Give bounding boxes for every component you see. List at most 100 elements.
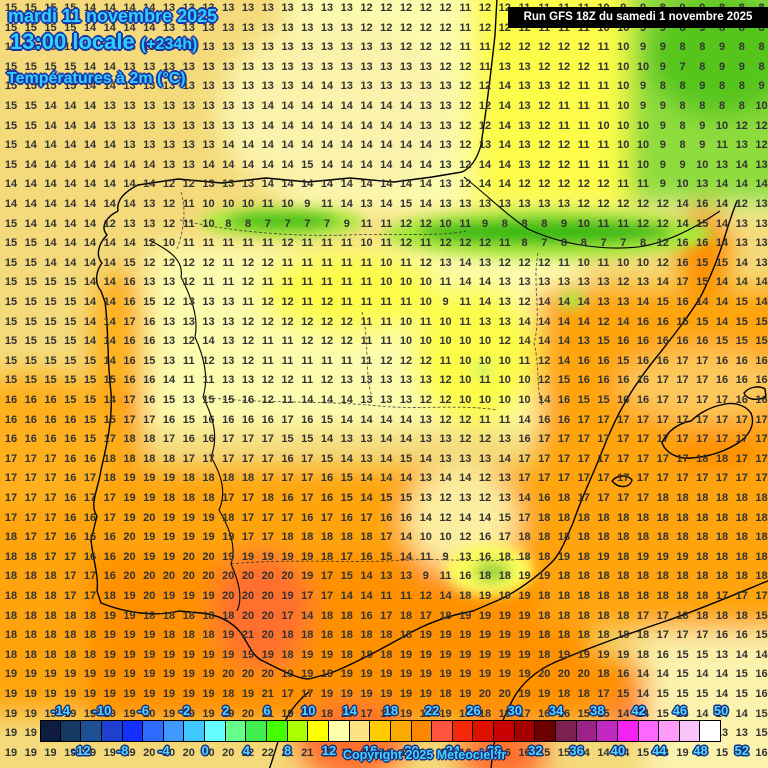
temp-value: 10 — [755, 100, 768, 112]
temp-value: 12 — [557, 178, 571, 191]
temp-value: 13 — [439, 198, 452, 210]
temp-value: 11 — [340, 256, 353, 269]
temp-value: 15 — [24, 276, 37, 289]
temp-value: 11 — [459, 296, 472, 308]
temp-value: 7 — [600, 237, 607, 250]
legend-color-box — [100, 720, 123, 742]
temp-value: 13 — [320, 2, 334, 14]
temp-value: 14 — [360, 139, 373, 152]
coastlines — [90, 0, 768, 768]
temp-value: 14 — [83, 276, 97, 289]
temp-value: 12 — [162, 256, 176, 269]
temp-value: 13 — [222, 80, 235, 93]
temp-value: 13 — [498, 60, 511, 73]
temp-value: 11 — [617, 158, 630, 171]
legend-color-box — [493, 720, 515, 742]
temp-value: 12 — [577, 60, 590, 73]
temp-value: 11 — [321, 276, 333, 289]
temp-value: 15 — [4, 217, 18, 230]
temp-value: 13 — [162, 60, 176, 73]
forecast-hour: 13:00 locale — [10, 29, 135, 54]
temp-value: 13 — [419, 100, 432, 112]
temp-value: 14 — [143, 2, 156, 14]
temp-value: 9 — [304, 198, 311, 210]
temp-value: 12 — [360, 21, 373, 34]
temp-value: 10 — [419, 276, 432, 289]
temp-value: 16 — [696, 237, 709, 250]
temp-value: 15 — [24, 60, 37, 73]
temp-value: 12 — [162, 198, 176, 210]
temp-value: 14 — [577, 296, 590, 308]
parameter-label: Températures à 2m (°C) — [7, 70, 186, 87]
temp-value: 14 — [83, 2, 97, 14]
temp-value: 11 — [321, 198, 333, 210]
temp-value: 15 — [4, 41, 18, 54]
temp-value: 11 — [597, 256, 610, 269]
temp-value: 12 — [261, 296, 274, 308]
temp-value: 11 — [597, 80, 610, 93]
temp-value: 9 — [699, 139, 706, 152]
temp-value: 12 — [478, 119, 492, 132]
temp-value: 13 — [162, 158, 176, 171]
temp-value: 12 — [459, 60, 472, 73]
legend-tick-label: 38 — [590, 703, 605, 718]
temp-value: 13 — [162, 21, 176, 34]
temp-value: 13 — [123, 217, 136, 230]
temp-value: 12 — [498, 41, 511, 54]
temp-value: 11 — [459, 217, 472, 230]
temp-value: 11 — [380, 296, 393, 308]
temp-value: 13 — [439, 80, 452, 93]
temp-value: 12 — [439, 2, 452, 14]
temp-value: 12 — [439, 21, 452, 34]
temp-value: 15 — [143, 296, 156, 308]
temp-value: 14 — [478, 158, 492, 171]
temp-value: 14 — [301, 139, 314, 152]
legend-color-box — [575, 720, 598, 742]
temp-value: 10 — [617, 41, 630, 54]
temp-value: 14 — [715, 198, 729, 210]
temp-value: 13 — [696, 178, 709, 191]
temp-value: 10 — [636, 158, 650, 171]
legend-color-box — [162, 720, 185, 742]
temp-value: 15 — [24, 237, 37, 250]
temp-value: 10 — [162, 237, 176, 250]
temp-value: 14 — [83, 296, 97, 308]
legend-tick-label: 42 — [631, 703, 646, 718]
temp-value: 13 — [222, 41, 235, 54]
temp-value: 14 — [715, 178, 729, 191]
temp-value: 13 — [162, 41, 176, 54]
temp-value: 13 — [143, 217, 156, 230]
temp-value: 13 — [715, 158, 729, 171]
temp-value: 12 — [518, 178, 531, 191]
temp-value: 14 — [64, 256, 77, 269]
temp-value: 13 — [518, 139, 531, 152]
temp-value: 12 — [478, 21, 492, 34]
temp-value: 13 — [182, 2, 195, 14]
temp-value: 14 — [399, 178, 413, 191]
temp-value: 11 — [419, 237, 432, 250]
legend-color-box — [40, 720, 61, 742]
temp-value: 13 — [222, 2, 235, 14]
temp-value: 11 — [222, 276, 235, 289]
temp-value: 16 — [676, 256, 689, 269]
temp-value: 13 — [162, 276, 176, 289]
temp-value: 10 — [281, 198, 294, 210]
temp-value: 15 — [44, 21, 57, 34]
temp-value: 10 — [597, 119, 610, 132]
temp-value: 13 — [735, 237, 748, 250]
temp-value: 14 — [498, 119, 511, 132]
temp-value: 13 — [182, 80, 195, 93]
temp-value: 15 — [24, 296, 37, 308]
temp-value: 12 — [419, 217, 432, 230]
country-borders — [148, 176, 721, 612]
temp-value: 15 — [696, 256, 709, 269]
legend-tick-label: 34 — [548, 703, 564, 718]
temp-value: 14 — [83, 119, 97, 132]
temp-value: 11 — [301, 296, 314, 308]
temp-value: 12 — [617, 198, 630, 210]
temp-value: 11 — [281, 276, 294, 289]
temp-value: 13 — [182, 100, 195, 112]
temp-value: 10 — [617, 80, 630, 93]
temp-value: 14 — [715, 276, 729, 289]
